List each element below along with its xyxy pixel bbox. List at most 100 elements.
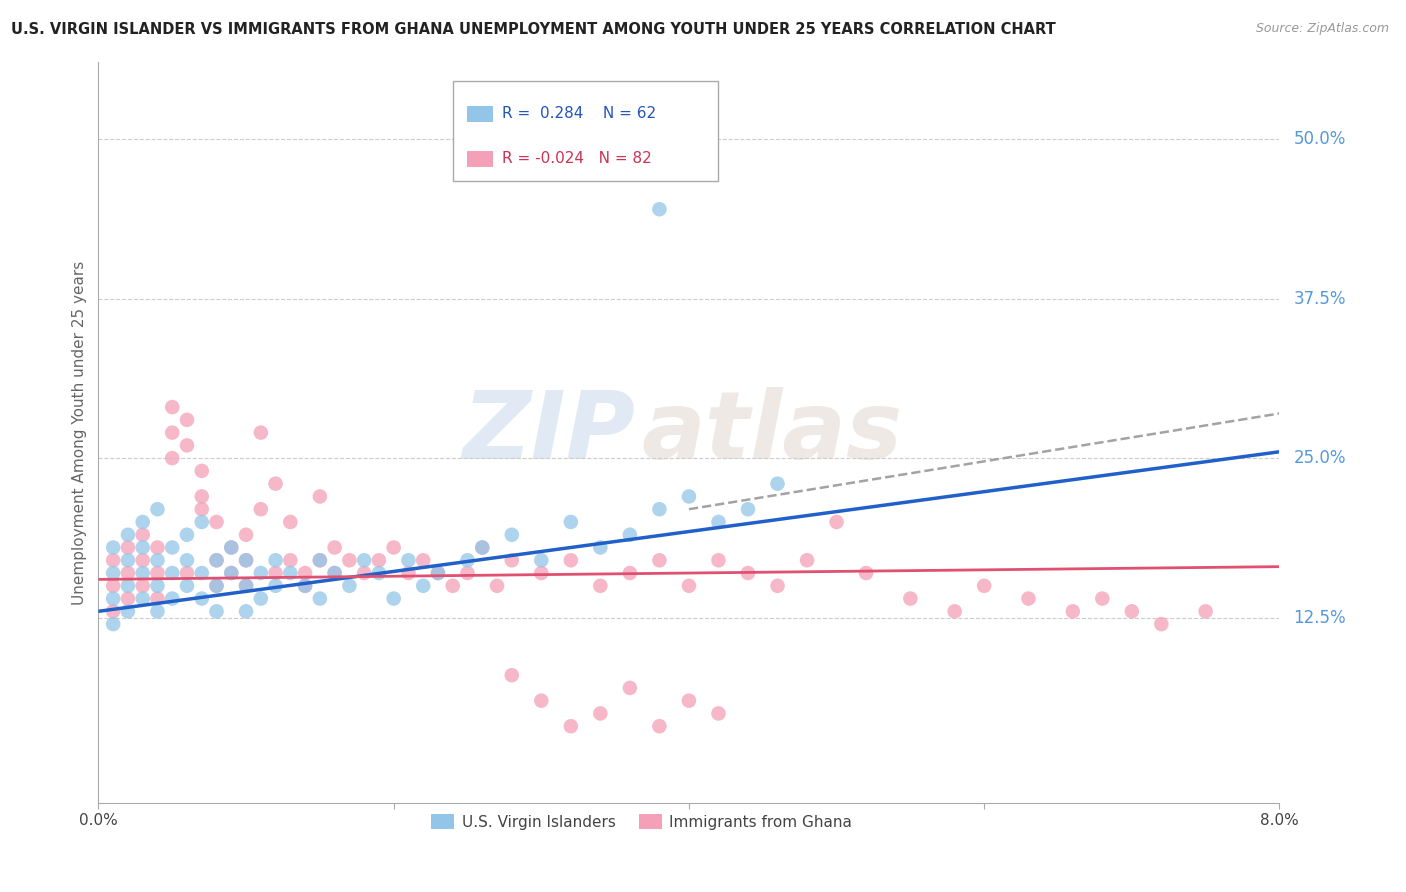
Point (176, 413, 198, 427)
Point (205, 579, 228, 593)
Text: R = -0.024   N = 82: R = -0.024 N = 82 (502, 152, 652, 167)
Point (264, 566, 287, 580)
Point (221, 566, 243, 580)
Point (973, 579, 995, 593)
Point (368, 566, 391, 580)
Point (530, 553, 553, 567)
Point (132, 566, 155, 580)
Point (398, 553, 420, 567)
Point (250, 566, 273, 580)
Point (146, 502, 169, 516)
Text: 12.5%: 12.5% (1294, 608, 1346, 627)
FancyBboxPatch shape (453, 81, 718, 181)
Point (235, 579, 257, 593)
Point (589, 706, 612, 721)
Point (382, 591, 405, 606)
Point (1018, 591, 1040, 606)
Point (323, 566, 346, 580)
Point (678, 579, 700, 593)
Point (132, 541, 155, 555)
Point (191, 464, 214, 478)
Point (162, 451, 183, 466)
Point (176, 527, 198, 541)
Point (176, 566, 198, 580)
Point (264, 476, 287, 491)
Point (264, 579, 287, 593)
Point (205, 553, 228, 567)
Point (146, 579, 169, 593)
Point (280, 566, 302, 580)
Point (250, 502, 273, 516)
Point (560, 515, 582, 529)
Point (619, 566, 641, 580)
Point (309, 490, 332, 504)
Point (471, 541, 494, 555)
Point (235, 553, 257, 567)
Text: atlas: atlas (641, 386, 903, 479)
Point (707, 515, 730, 529)
Point (132, 515, 155, 529)
Point (678, 490, 700, 504)
Point (648, 202, 671, 217)
Point (146, 566, 169, 580)
Point (825, 515, 848, 529)
Point (117, 579, 139, 593)
Text: U.S. VIRGIN ISLANDER VS IMMIGRANTS FROM GHANA UNEMPLOYMENT AMONG YOUTH UNDER 25 : U.S. VIRGIN ISLANDER VS IMMIGRANTS FROM … (11, 22, 1056, 37)
Point (280, 515, 302, 529)
Point (427, 566, 450, 580)
Point (457, 566, 479, 580)
Point (117, 553, 139, 567)
Point (117, 604, 139, 618)
Point (294, 566, 316, 580)
Text: R =  0.284    N = 62: R = 0.284 N = 62 (502, 106, 657, 121)
FancyBboxPatch shape (467, 151, 494, 167)
Point (221, 541, 243, 555)
Point (146, 541, 169, 555)
Text: 25.0%: 25.0% (1294, 450, 1346, 467)
Point (707, 553, 730, 567)
Point (560, 719, 582, 733)
Point (103, 604, 125, 618)
Point (205, 604, 228, 618)
Point (1121, 604, 1143, 618)
Point (221, 541, 243, 555)
Point (146, 604, 169, 618)
Point (117, 527, 139, 541)
Point (146, 553, 169, 567)
Point (103, 579, 125, 593)
Point (103, 553, 125, 567)
Point (737, 566, 759, 580)
Point (589, 579, 612, 593)
Point (323, 541, 346, 555)
Legend: U.S. Virgin Islanders, Immigrants from Ghana: U.S. Virgin Islanders, Immigrants from G… (425, 808, 858, 836)
Point (707, 706, 730, 721)
Point (560, 553, 582, 567)
Point (648, 719, 671, 733)
Point (117, 591, 139, 606)
Point (530, 694, 553, 708)
Point (117, 541, 139, 555)
Point (146, 591, 169, 606)
Point (737, 502, 759, 516)
Point (441, 579, 464, 593)
Point (648, 553, 671, 567)
Point (176, 438, 198, 452)
Point (132, 579, 155, 593)
Text: 50.0%: 50.0% (1294, 130, 1346, 148)
Point (294, 579, 316, 593)
Point (221, 566, 243, 580)
Point (323, 566, 346, 580)
Point (103, 591, 125, 606)
Point (235, 579, 257, 593)
Text: ZIP: ZIP (463, 386, 636, 479)
Point (796, 553, 818, 567)
Point (309, 553, 332, 567)
Point (368, 553, 391, 567)
Point (162, 425, 183, 440)
FancyBboxPatch shape (467, 106, 494, 122)
Point (191, 566, 214, 580)
Point (855, 566, 877, 580)
Point (191, 515, 214, 529)
Point (619, 681, 641, 695)
Point (280, 553, 302, 567)
